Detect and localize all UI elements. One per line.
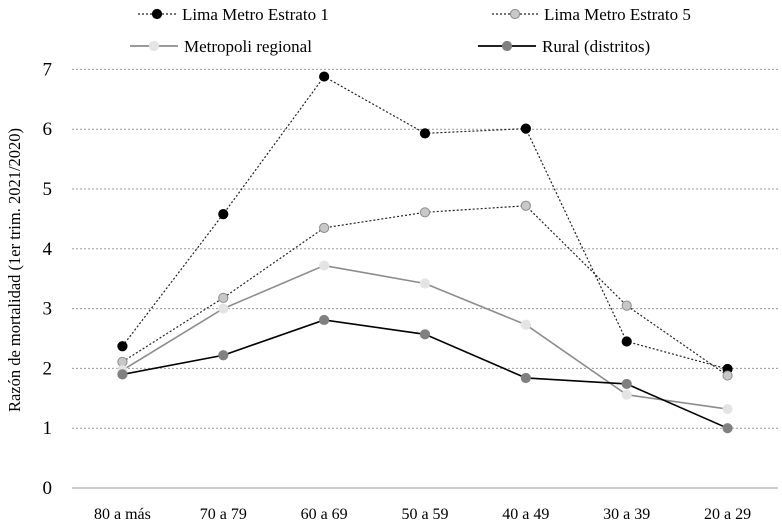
data-point [218,292,229,303]
legend-marker [501,40,513,52]
y-tick-label: 0 [43,478,53,499]
x-tick-labels: 80 a más 70 a 79 60 a 69 50 a 59 40 a 49 30 a… [94,506,751,523]
legend-label: Metropoli regional [184,37,312,56]
series-layer [117,71,733,434]
data-point [722,403,733,415]
x-tick-label: 70 a 79 [200,506,247,523]
x-tick-label: 80 a más [94,506,151,523]
data-point [319,314,330,326]
legend-marker [148,40,160,52]
data-point [319,260,330,271]
data-point [419,278,431,289]
data-point [218,209,229,220]
data-point [117,369,128,380]
data-point [621,389,632,400]
x-tick-label: 50 a 59 [401,506,448,523]
legend-item: Metropoli regional [130,37,312,56]
x-tick-label: 20 a 29 [704,506,751,523]
y-tick-labels: 0 1 2 3 4 5 6 7 [43,59,53,499]
x-tick-label: 30 a 39 [603,506,650,523]
legend-label: Lima Metro Estrato 1 [182,5,329,24]
legend-marker [509,8,521,20]
series-line [122,205,728,377]
data-point [722,423,733,434]
data-point [117,356,128,367]
gridlines [72,68,778,429]
y-tick-label: 7 [43,59,53,80]
data-point [621,336,632,347]
y-tick-label: 4 [43,239,53,260]
data-point [621,378,632,390]
data-point [419,207,431,218]
x-tick-label: 60 a 69 [301,506,348,523]
legend: Lima Metro Estrato 1 Lima Metro Estrato 5… [130,5,691,56]
legend-item: Lima Metro Estrato 1 [138,5,329,24]
y-tick-label: 2 [43,358,53,379]
data-point [621,300,632,311]
data-point [218,350,229,361]
data-point [520,319,531,330]
y-tick-label: 5 [43,179,53,200]
y-axis-label: Razón de mortalidad (1er trim. 2021/2020… [5,128,24,412]
data-point [218,303,229,314]
legend-label: Rural (distritos) [542,37,650,56]
legend-marker [151,8,163,20]
y-tick-label: 6 [43,119,53,140]
data-point [319,71,330,82]
data-point [117,341,128,352]
series-line [121,75,728,370]
legend-item: Lima Metro Estrato 5 [492,5,691,24]
data-point [520,123,531,134]
data-point [722,370,733,381]
data-point [419,329,431,340]
data-point [520,372,531,384]
series-1 [117,71,733,375]
legend-label: Lima Metro Estrato 5 [544,5,691,24]
data-point [419,128,431,139]
legend-item: Rural (distritos) [478,37,650,56]
y-tick-label: 1 [43,418,53,439]
data-point [520,200,531,211]
series-2 [117,200,733,381]
x-tick-label: 40 a 49 [502,506,549,523]
series-4 [117,314,733,434]
y-tick-label: 3 [43,299,53,320]
data-point [319,222,330,233]
